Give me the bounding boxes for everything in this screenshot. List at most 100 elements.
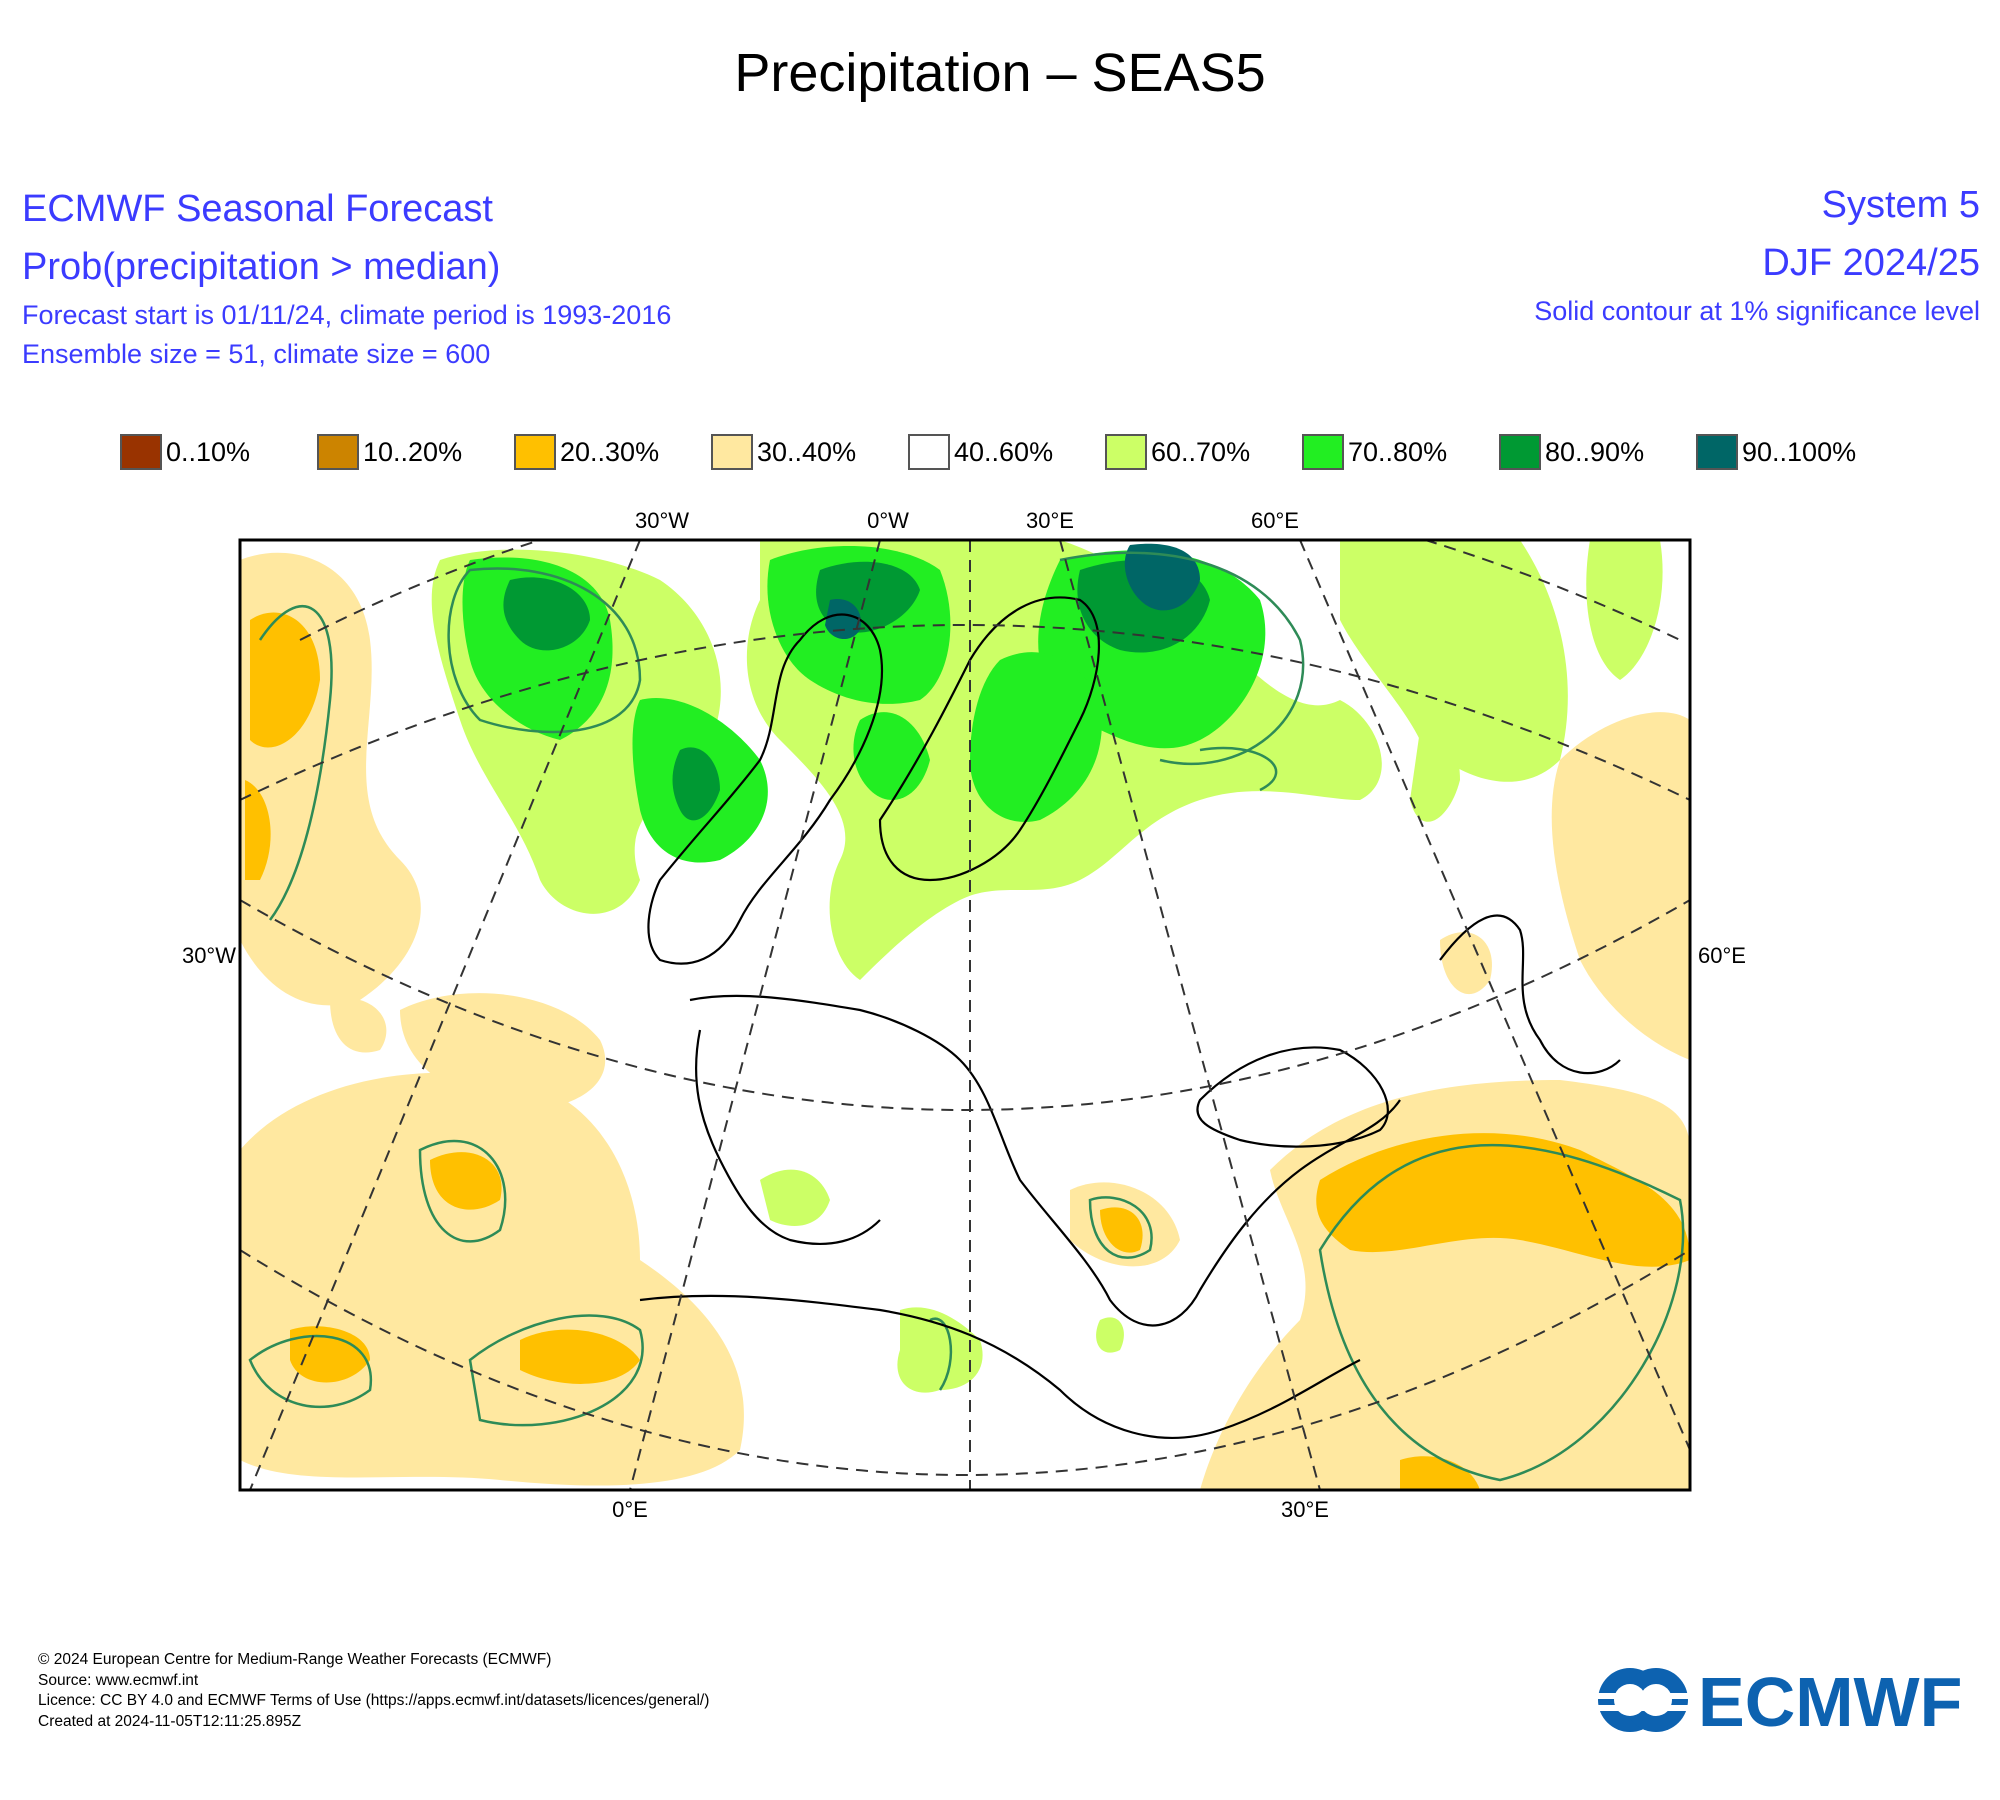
legend-label: 80..90% — [1545, 436, 1645, 467]
significance-contour — [929, 1317, 953, 1391]
probability-region — [430, 1152, 502, 1210]
map: 30°W 0°W 30°E 60°E 30°W 60°E 0°E 30°E — [182, 508, 1746, 1522]
probability-region — [1096, 1317, 1124, 1353]
significance-contour — [258, 605, 333, 921]
legend-swatch — [711, 434, 753, 470]
tick-top-1: 30°W — [635, 508, 689, 533]
legend-item: 80..90% — [1499, 430, 1644, 474]
probability-region — [330, 998, 387, 1053]
tick-bottom-1: 0°E — [612, 1497, 648, 1522]
probability-region — [1551, 712, 1690, 1060]
significance-contour — [1318, 1143, 1685, 1482]
tick-top-4: 60°E — [1251, 508, 1299, 533]
graticule — [240, 540, 1690, 1490]
legend-item: 20..30% — [514, 430, 659, 474]
probability-region — [245, 780, 271, 880]
legend-swatch — [120, 434, 162, 470]
probability-region — [520, 1329, 640, 1384]
coastline-iberia — [694, 1029, 881, 1246]
legend-swatch — [514, 434, 556, 470]
significance-contour — [418, 1139, 507, 1243]
probability-region — [1400, 1456, 1480, 1490]
legend-item: 10..20% — [317, 430, 462, 474]
probability-region — [400, 993, 606, 1110]
graticule-parallel — [240, 624, 1690, 801]
forecast-start: Forecast start is 01/11/24, climate peri… — [22, 300, 672, 330]
significance-contour — [447, 567, 642, 734]
significance-contours — [248, 551, 1685, 1482]
map-frame — [238, 538, 1692, 1492]
forecast-variable: Prob(precipitation > median) — [22, 246, 501, 288]
legend-item: 30..40% — [711, 430, 856, 474]
legend-swatch — [317, 434, 359, 470]
probability-region — [970, 652, 1102, 822]
graticule-parallel — [240, 1249, 1690, 1476]
coastline-north-africa — [639, 1294, 1361, 1439]
legend-item: 40..60% — [908, 430, 1053, 474]
significance-contour — [468, 1314, 644, 1427]
tick-top-3: 30°E — [1026, 508, 1074, 533]
probability-region — [1586, 540, 1663, 680]
season-label: DJF 2024/25 — [1762, 242, 1980, 284]
legend-item: 90..100% — [1696, 430, 1856, 474]
probability-region — [853, 712, 930, 800]
coastline-black-sea — [1196, 1046, 1389, 1148]
graticule-meridian — [249, 540, 641, 1490]
probability-region — [1340, 540, 1568, 782]
footer-created: Created at 2024-11-05T12:11:25.895Z — [38, 1712, 302, 1730]
footer-copyright: © 2024 European Centre for Medium-Range … — [38, 1651, 552, 1668]
header-right: System 5 DJF 2024/25 Solid contour at 1%… — [1534, 176, 1980, 331]
tick-left: 30°W — [182, 943, 236, 968]
graticule-meridian — [1299, 540, 1690, 1451]
graticule-meridian — [1059, 540, 1321, 1490]
legend-label: 10..20% — [363, 436, 463, 467]
legend-label: 0..10% — [166, 436, 251, 467]
probability-region — [897, 1307, 983, 1393]
significance-contour — [1088, 1196, 1153, 1259]
footer-licence: Licence: CC BY 4.0 and ECMWF Terms of Us… — [38, 1692, 710, 1709]
legend-swatch — [1499, 434, 1541, 470]
legend-item: 70..80% — [1302, 430, 1447, 474]
probability-region — [1410, 727, 1460, 822]
legend-swatch — [908, 434, 950, 470]
probability-region — [760, 1169, 830, 1226]
legend-swatch — [1302, 434, 1344, 470]
significance-contour — [248, 1334, 373, 1409]
probability-region — [503, 577, 590, 651]
significance-contour — [1059, 551, 1305, 766]
coastline-europe-south — [689, 994, 1401, 1327]
probability-region — [672, 747, 720, 821]
ensemble-size: Ensemble size = 51, climate size = 600 — [22, 339, 491, 369]
probability-field — [240, 540, 1690, 1490]
footer: © 2024 European Centre for Medium-Range … — [38, 1650, 709, 1732]
graticule-parallel — [240, 899, 1690, 1111]
ecmwf-logo: ECMWF — [1596, 1663, 1962, 1740]
footer-source: Source: www.ecmwf.int — [38, 1671, 199, 1689]
legend-item: 0..10% — [120, 430, 250, 474]
probability-region — [250, 612, 320, 748]
header-left: ECMWF Seasonal Forecast Prob(precipitati… — [22, 180, 671, 374]
tick-bottom-2: 30°E — [1281, 1497, 1329, 1522]
coastline-britain — [647, 613, 884, 965]
coastlines — [639, 596, 1621, 1439]
probability-region — [1316, 1133, 1690, 1267]
legend-label: 20..30% — [560, 436, 660, 467]
legend-swatch — [1105, 434, 1147, 470]
legend-label: 40..60% — [954, 436, 1054, 467]
ecmwf-logo-mark — [1596, 1668, 1692, 1732]
probability-region — [240, 1072, 744, 1486]
legend: 0..10% 10..20% 20..30% 30..40% 40..60% 60..70… — [120, 430, 1900, 474]
significance-note: Solid contour at 1% significance level — [1534, 296, 1980, 326]
probability-region — [290, 1326, 370, 1383]
page-title: Precipitation – SEAS5 — [734, 43, 1266, 103]
forecast-name: ECMWF Seasonal Forecast — [22, 188, 493, 230]
tick-top-2: 0°W — [867, 508, 909, 533]
legend-label: 90..100% — [1742, 436, 1857, 467]
legend-item: 60..70% — [1105, 430, 1250, 474]
legend-label: 30..40% — [757, 436, 857, 467]
probability-region — [1124, 543, 1200, 611]
system-name: System 5 — [1821, 184, 1980, 226]
probability-region — [825, 599, 861, 640]
coastline-caspian — [1439, 914, 1621, 1075]
coastline-scandinavia — [878, 596, 1100, 882]
